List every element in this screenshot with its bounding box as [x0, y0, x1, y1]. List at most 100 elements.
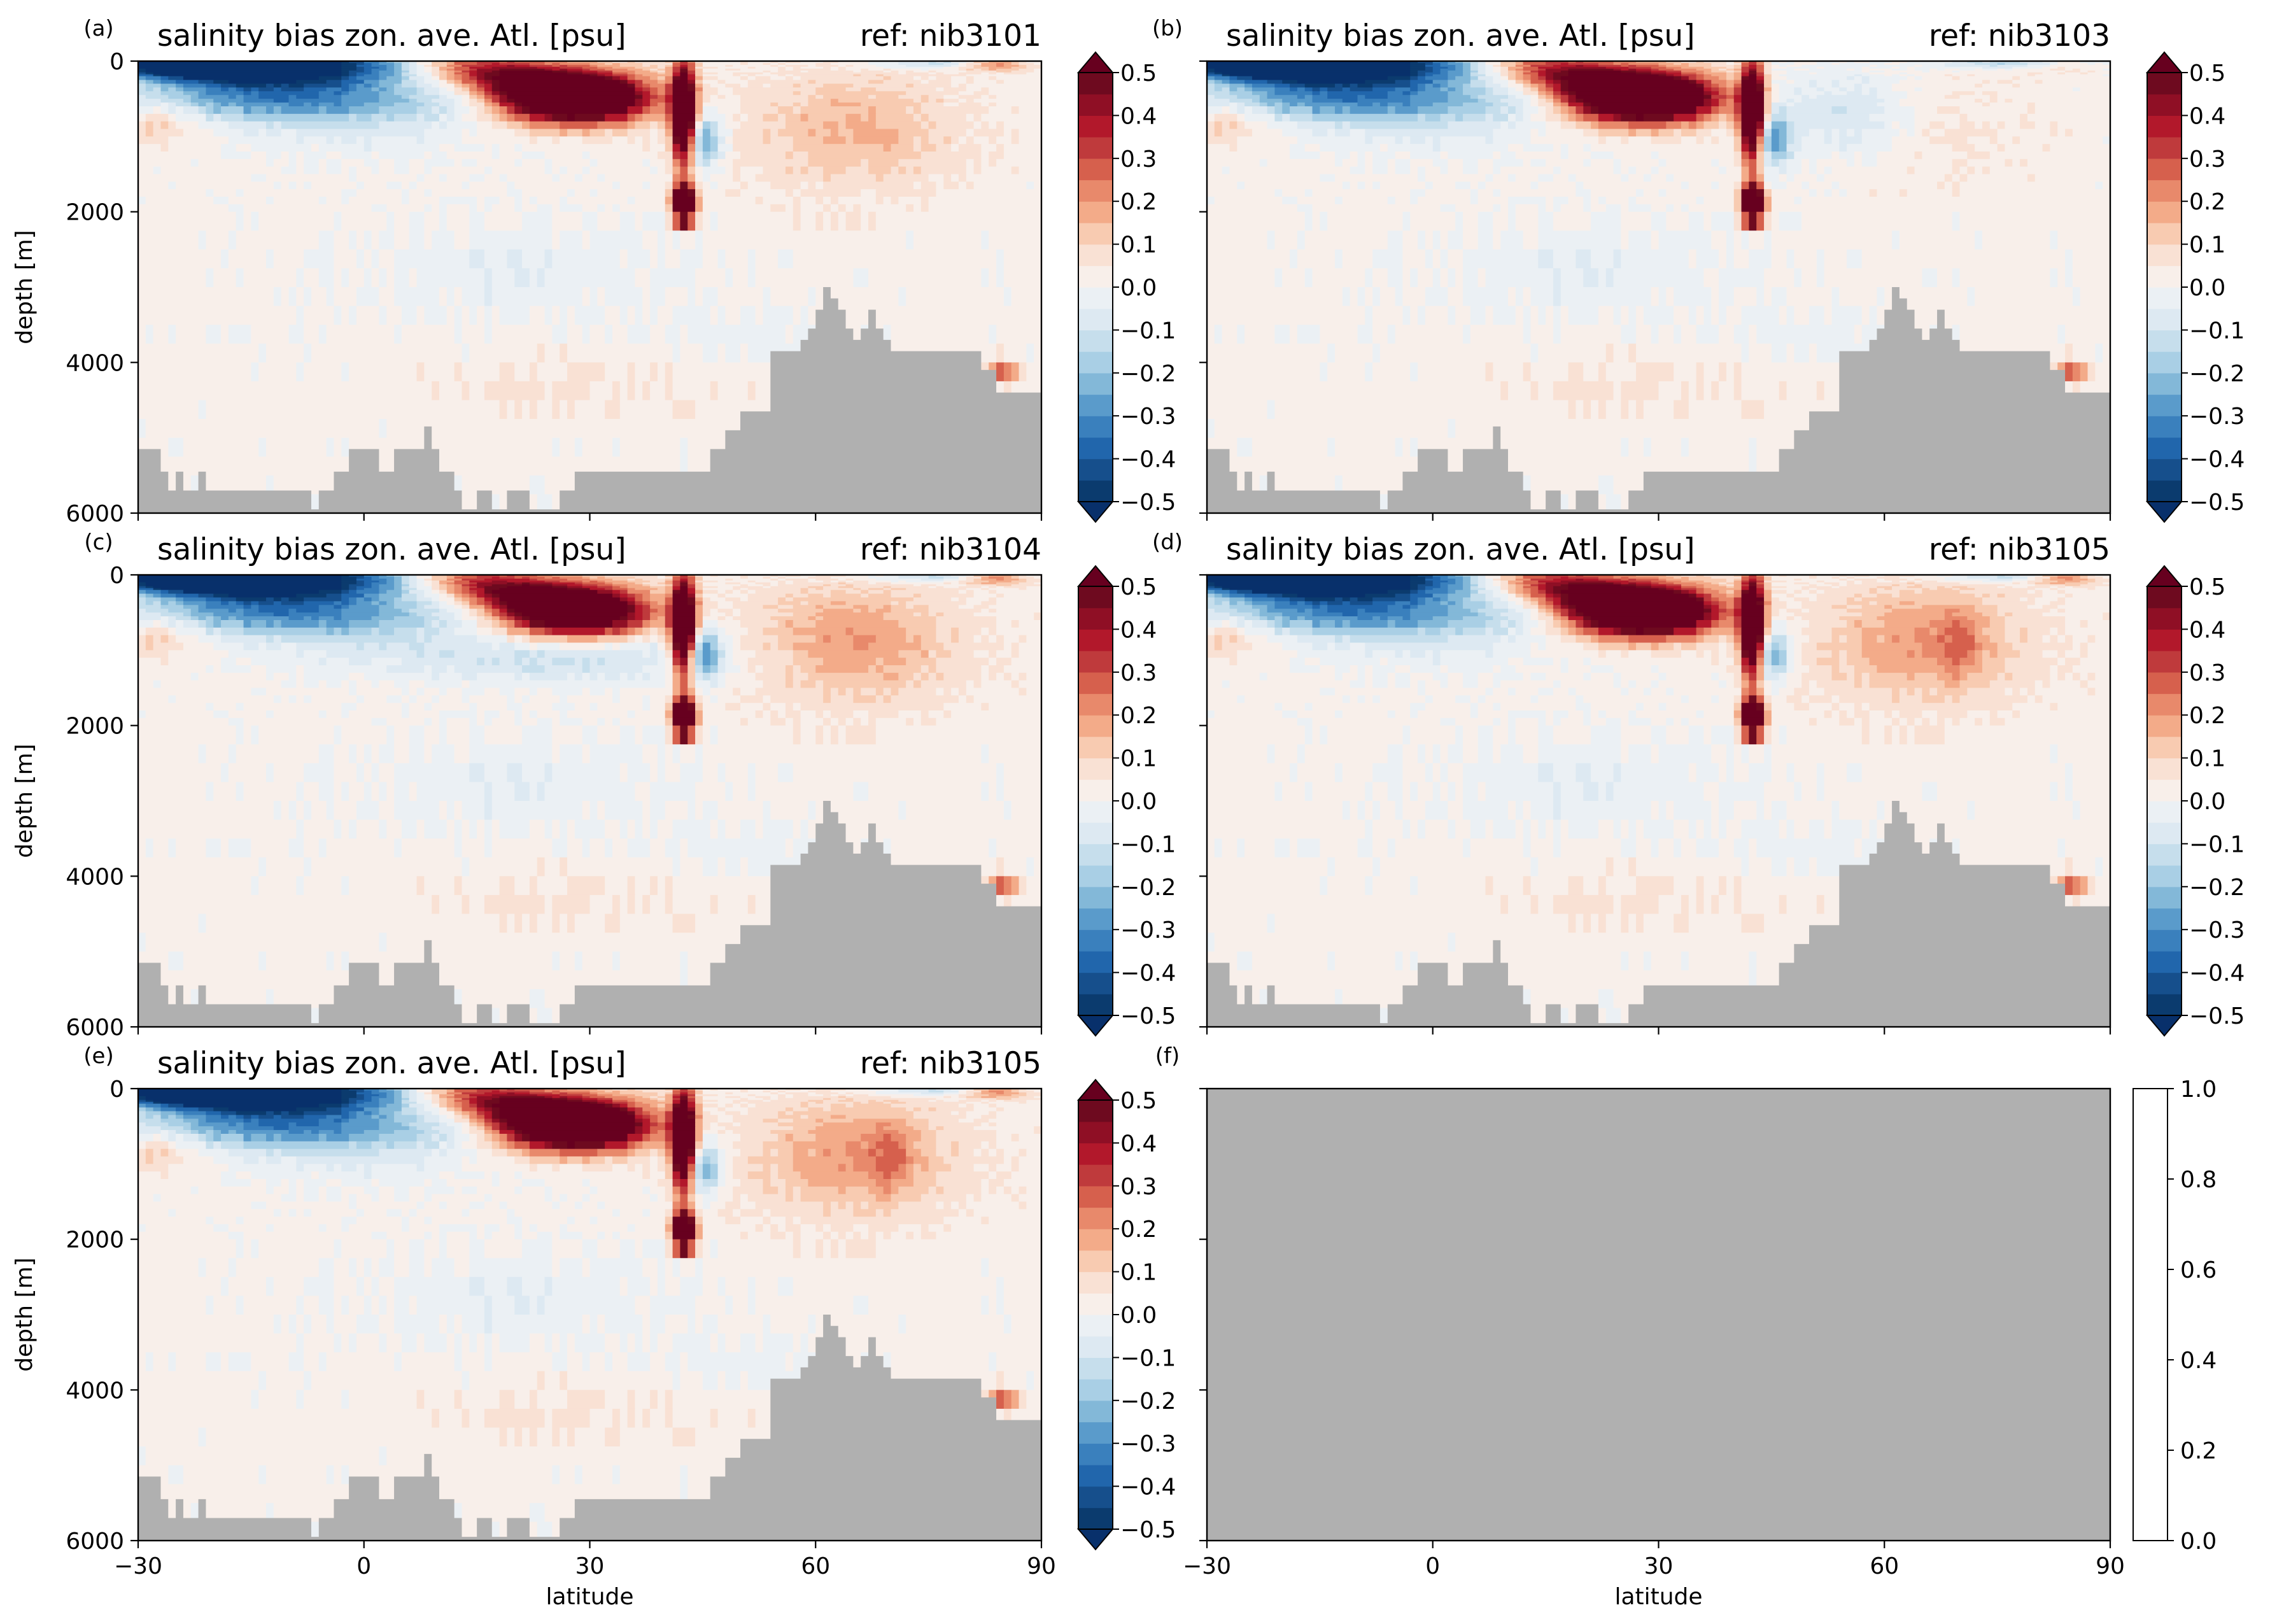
heatmap-cell — [1779, 99, 1787, 103]
heatmap-cell — [1214, 70, 1411, 73]
heatmap-cell — [183, 99, 192, 103]
heatmap-cell — [386, 601, 395, 605]
heatmap-cell — [981, 121, 989, 130]
heatmap-cell — [2020, 121, 2036, 130]
heatmap-cell — [702, 166, 726, 175]
heatmap-cell — [1764, 83, 1772, 88]
heatmap-cell — [491, 609, 500, 613]
heatmap-cell — [484, 601, 493, 605]
heatmap-cell — [544, 68, 553, 71]
heatmap-cell — [1312, 99, 1343, 103]
heatmap-cell — [416, 268, 485, 288]
heatmap-cell — [1214, 197, 1283, 205]
heatmap-cell — [349, 61, 365, 64]
heatmap-cell — [627, 76, 636, 81]
heatmap-cell — [800, 66, 824, 69]
heatmap-cell — [522, 144, 643, 152]
heatmap-cell — [1515, 287, 1524, 307]
heatmap-cell — [943, 642, 1005, 651]
heatmap-cell — [341, 597, 349, 602]
heatmap-cell — [1500, 74, 1509, 77]
heatmap-cell — [1816, 66, 1825, 69]
heatmap-cell — [898, 129, 929, 137]
heatmap-cell — [1523, 287, 1532, 307]
heatmap-cell — [439, 597, 455, 602]
heatmap-cell — [1621, 174, 1629, 182]
heatmap-cell — [334, 605, 342, 609]
heatmap-cell — [1553, 106, 1562, 115]
heatmap-cell — [687, 189, 696, 197]
heatmap-cell — [1455, 66, 1463, 69]
colorbar-tick-label: 0.5 — [1120, 60, 1157, 87]
heatmap-cell — [2065, 72, 2081, 75]
heatmap-cell — [680, 152, 688, 160]
heatmap-cell — [273, 121, 282, 130]
heatmap-cell — [266, 121, 274, 130]
heatmap-cell — [424, 230, 432, 250]
heatmap-cell — [537, 642, 560, 651]
heatmap-cell — [920, 642, 944, 651]
heatmap-cell — [394, 166, 410, 175]
heatmap-cell — [1749, 144, 1757, 152]
heatmap-cell — [1304, 211, 1313, 231]
heatmap-cell — [529, 650, 538, 658]
heatmap-cell — [672, 605, 696, 609]
heatmap-cell — [1839, 61, 1847, 64]
heatmap-cell — [680, 437, 688, 457]
heatmap-cell — [409, 189, 425, 197]
heatmap-cell — [793, 605, 816, 609]
heatmap-cell — [2095, 70, 2110, 73]
heatmap-cell — [1764, 152, 1772, 160]
heatmap-cell — [981, 159, 989, 167]
heatmap-cell — [168, 113, 176, 122]
heatmap-cell — [981, 230, 989, 250]
heatmap-cell — [462, 70, 470, 73]
heatmap-cell — [258, 437, 267, 457]
heatmap-cell — [702, 586, 719, 589]
heatmap-cell — [243, 91, 251, 95]
heatmap-cell — [1621, 68, 1629, 71]
heatmap-cell — [1282, 113, 1290, 122]
heatmap-cell — [491, 584, 523, 587]
heatmap-cell — [755, 249, 779, 269]
heatmap-cell — [469, 609, 477, 613]
heatmap-cell — [560, 174, 575, 182]
heatmap-cell — [1402, 287, 1426, 307]
heatmap-cell — [1613, 159, 1621, 167]
heatmap-cell — [936, 87, 944, 92]
heatmap-cell — [432, 62, 448, 66]
heatmap-cell — [1786, 166, 1802, 175]
heatmap-cell — [612, 381, 621, 401]
heatmap-cell — [1493, 306, 1516, 325]
heatmap-cell — [1523, 68, 1539, 71]
heatmap-cell — [1989, 80, 1998, 85]
heatmap-cell — [251, 174, 267, 182]
heatmap-cell — [349, 197, 402, 205]
heatmap-cell — [642, 102, 651, 107]
heatmap-cell — [138, 72, 146, 75]
heatmap-cell — [221, 113, 244, 122]
heatmap-cell — [973, 76, 989, 81]
heatmap-cell — [1914, 106, 1938, 115]
heatmap-cell — [1350, 129, 1365, 137]
heatmap-cell — [710, 174, 733, 182]
heatmap-cell — [1658, 152, 1735, 160]
heatmap-cell — [1546, 129, 1584, 137]
heatmap-cell — [1207, 136, 1237, 145]
heatmap-cell — [522, 576, 530, 579]
heatmap-cell — [650, 136, 658, 145]
heatmap-cell — [808, 80, 816, 85]
heatmap-cell — [1598, 306, 1614, 325]
heatmap-cell — [446, 121, 477, 130]
heatmap-cell — [695, 83, 703, 88]
heatmap-cell — [695, 578, 703, 581]
heatmap-cell — [1726, 95, 1735, 99]
heatmap-cell — [695, 204, 703, 213]
heatmap-cell — [1477, 230, 1493, 250]
heatmap-cell — [349, 113, 357, 122]
heatmap-cell — [1538, 66, 1562, 69]
heatmap-cell — [597, 635, 628, 644]
heatmap-cell — [1568, 95, 1577, 99]
heatmap-cell — [1726, 83, 1735, 88]
heatmap-cell — [1207, 230, 1268, 250]
